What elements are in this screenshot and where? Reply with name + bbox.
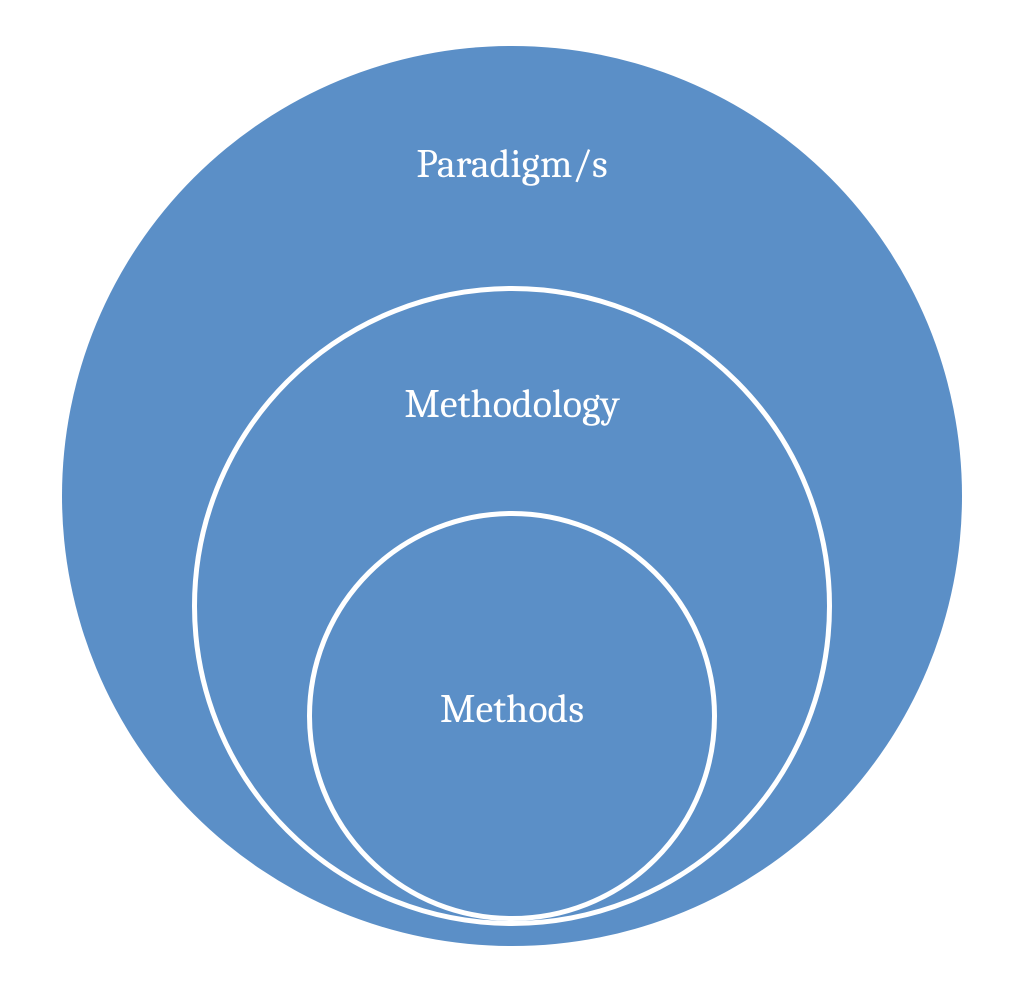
outer-label: Paradigm/s [416, 141, 607, 187]
nested-circles-diagram: Paradigm/s Methodology Methods [62, 46, 962, 946]
middle-label: Methodology [404, 381, 619, 427]
inner-label: Methods [440, 686, 584, 732]
